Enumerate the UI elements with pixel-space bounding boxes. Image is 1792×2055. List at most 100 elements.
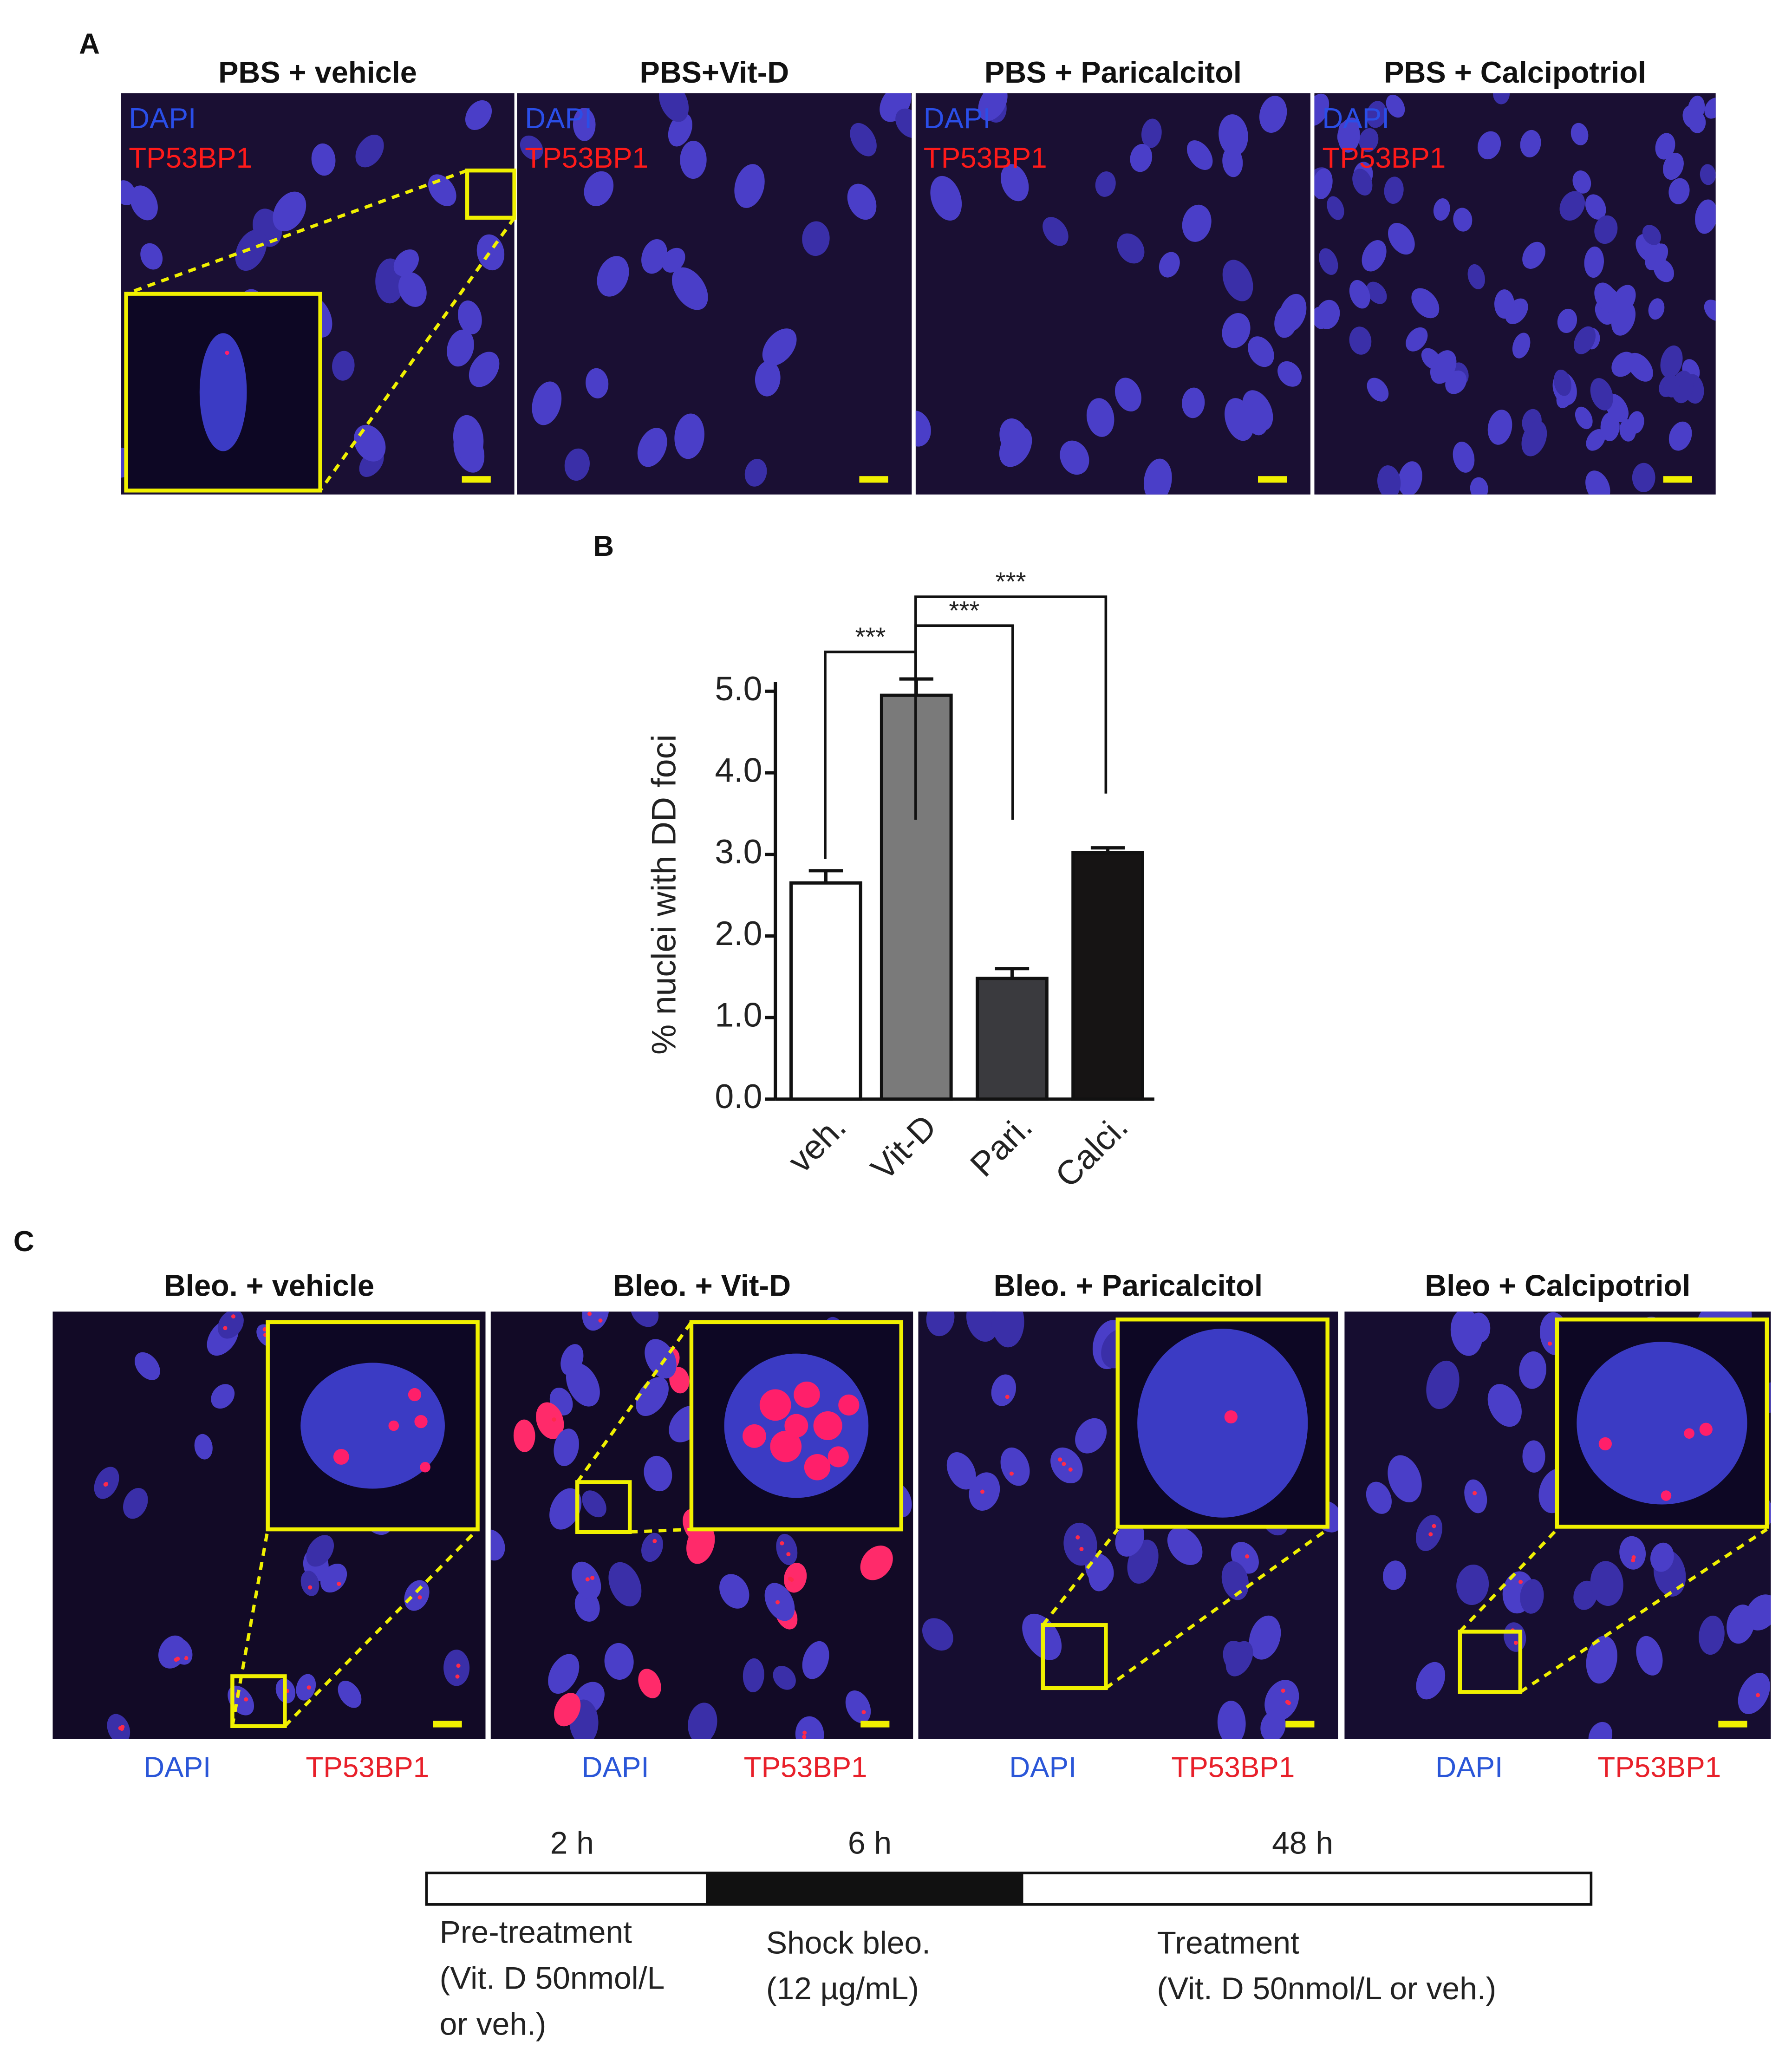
nucleus (1704, 300, 1716, 321)
nucleus (1314, 307, 1329, 329)
nucleus (1470, 477, 1488, 495)
nucleus (1337, 117, 1359, 146)
nucleus (1130, 144, 1153, 172)
nucleus (1494, 289, 1515, 319)
nucleus (566, 1363, 600, 1407)
y-tick-label: 2.0 (715, 914, 762, 952)
nucleus (638, 1669, 661, 1698)
nucleus (1464, 1479, 1487, 1514)
zoom-line (230, 1529, 270, 1727)
inset-focus (838, 1394, 860, 1416)
nucleus (1588, 1722, 1613, 1739)
nucleus (536, 1402, 564, 1439)
nucleus (645, 1339, 677, 1379)
nucleus (1167, 1527, 1203, 1565)
nucleus (513, 1419, 535, 1452)
nucleus (1186, 140, 1213, 170)
focus (1473, 1491, 1477, 1495)
scale-bar (1663, 476, 1692, 483)
scale-bar (462, 476, 491, 483)
duration-label: 48 h (1272, 1826, 1333, 1861)
panel-title: PBS + Calcipotriol (1384, 55, 1646, 89)
focus (590, 1576, 595, 1580)
nucleus (123, 1488, 148, 1519)
nucleus (1660, 345, 1683, 378)
nucleus (1085, 1553, 1114, 1587)
inset-focus (1224, 1410, 1238, 1424)
nucleus (895, 108, 912, 138)
nucleus (1493, 93, 1510, 104)
focus (176, 1657, 180, 1661)
nucleus (1159, 252, 1180, 278)
nucleus (1668, 178, 1690, 204)
channel-label: DAPI (1009, 1751, 1076, 1783)
nucleus (744, 458, 767, 487)
nucleus (1222, 260, 1253, 301)
channel-label: TP53BP1 (1171, 1751, 1295, 1783)
nucleus (644, 1455, 672, 1492)
nucleus (1063, 1522, 1097, 1566)
nucleus (1653, 259, 1674, 282)
focus (223, 1326, 228, 1331)
nucleus (1570, 123, 1589, 145)
nucleus (662, 248, 685, 273)
nucleus (1386, 94, 1405, 118)
nucleus (1249, 1615, 1281, 1660)
zoom-box (1458, 1630, 1523, 1694)
focus (815, 1741, 819, 1745)
nucleus (1384, 176, 1404, 204)
inset-focus (388, 1420, 399, 1431)
zoom-line (630, 1527, 692, 1534)
phase-name: Treatment (1157, 1925, 1299, 1960)
nucleus (407, 1585, 426, 1609)
panel-title: Bleo. + vehicle (164, 1269, 374, 1303)
nucleus (1590, 378, 1613, 411)
inset-focus (794, 1381, 820, 1408)
channel-label: DAPI (1322, 103, 1389, 135)
focus (1518, 1579, 1523, 1584)
inset-focus (784, 1414, 808, 1438)
nucleus (130, 185, 158, 221)
panel-title: PBS+Vit-D (639, 55, 789, 89)
nucleus (1406, 327, 1428, 352)
scale-bar (1285, 1721, 1315, 1728)
zoom-box (465, 168, 516, 220)
nucleus (457, 300, 482, 334)
nucleus (465, 100, 492, 130)
nucleus (1453, 208, 1473, 232)
inset-focus (408, 1388, 422, 1402)
focus (1513, 1640, 1518, 1645)
scale-bar (859, 476, 888, 483)
nucleus (1430, 350, 1457, 384)
focus (786, 1552, 791, 1557)
nucleus (235, 229, 267, 271)
phase-detail: (12 µg/mL) (766, 1971, 919, 2006)
inset-focus (1598, 1437, 1612, 1451)
nucleus (121, 180, 136, 205)
nucleus (140, 243, 163, 270)
zoom-box (575, 1480, 632, 1534)
nucleus (688, 1703, 717, 1739)
nucleus (554, 1693, 581, 1727)
nucleus (1512, 333, 1531, 359)
nucleus (630, 1311, 659, 1327)
nucleus (1553, 369, 1571, 396)
focus (552, 1417, 556, 1422)
nucleus (773, 1665, 796, 1690)
channel-label: DAPI (143, 1751, 211, 1783)
channel-label: DAPI (924, 103, 991, 135)
nucleus (1433, 198, 1450, 221)
nucleus (802, 221, 830, 256)
phase-detail: (Vit. D 50nmol/L or veh.) (1157, 1971, 1497, 2006)
nucleus (1411, 288, 1440, 319)
focus (1075, 1535, 1080, 1540)
nucleus (1225, 398, 1254, 441)
channel-label: DAPI (129, 103, 196, 135)
nucleus (490, 1529, 505, 1561)
nucleus (1487, 1384, 1522, 1427)
nucleus (582, 1490, 606, 1518)
nucleus (1695, 199, 1716, 234)
nucleus (573, 108, 596, 141)
nucleus (1636, 1636, 1663, 1676)
nucleus (674, 413, 704, 459)
